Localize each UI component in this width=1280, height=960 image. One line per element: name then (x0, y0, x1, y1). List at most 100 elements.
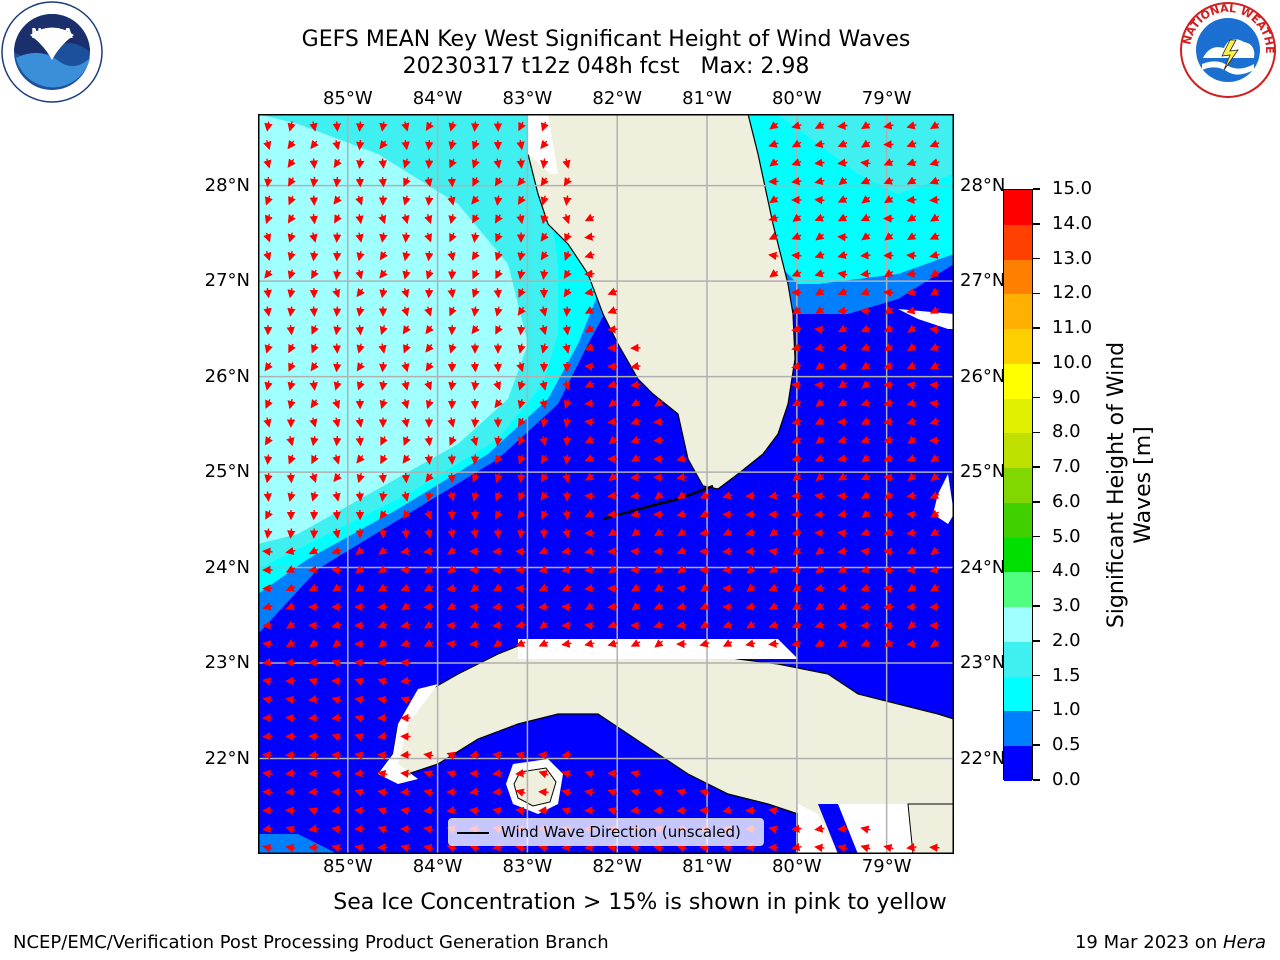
wave-direction-arrow (263, 417, 272, 428)
wave-direction-arrow (378, 213, 387, 225)
wave-direction-arrow (517, 380, 526, 391)
wave-direction-arrow (930, 639, 940, 648)
wave-direction-arrow (837, 343, 848, 352)
colorbar-tick-mark (1033, 640, 1040, 642)
wave-direction-arrow (561, 603, 572, 612)
wave-direction-arrow (402, 232, 411, 243)
wave-direction-arrow (285, 658, 296, 667)
colorbar-tick-mark (1033, 501, 1040, 503)
wave-direction-arrow (308, 750, 319, 759)
wave-direction-arrow (815, 232, 825, 241)
wave-direction-arrow (562, 435, 572, 447)
wave-direction-arrow (837, 287, 848, 296)
wave-direction-arrow (402, 509, 411, 520)
wave-direction-arrow (308, 824, 319, 833)
wave-direction-arrow (584, 213, 595, 222)
wave-direction-arrow (424, 306, 433, 317)
wave-direction-arrow (447, 417, 456, 428)
wave-direction-arrow (929, 361, 940, 370)
wave-direction-arrow (425, 491, 434, 502)
wave-direction-arrow (654, 583, 664, 592)
wave-direction-arrow (495, 269, 503, 280)
wave-direction-arrow (446, 844, 457, 853)
wave-direction-arrow (262, 621, 273, 630)
wave-direction-arrow (768, 806, 779, 816)
wave-direction-arrow (929, 399, 940, 408)
lat-tick-label: 25°N (204, 461, 250, 483)
wave-direction-arrow (539, 306, 548, 317)
wave-direction-arrow (379, 510, 388, 520)
wave-direction-arrow (287, 528, 296, 539)
wave-direction-arrow (540, 195, 549, 206)
wave-direction-arrow (907, 324, 917, 333)
wave-direction-arrow (540, 491, 549, 501)
colorbar-segment (1004, 398, 1032, 434)
wave-direction-arrow (492, 583, 503, 592)
wave-direction-arrow (929, 195, 940, 204)
wave-direction-arrow (884, 491, 894, 500)
wave-direction-arrow (447, 565, 457, 574)
wave-direction-arrow (768, 139, 779, 148)
wave-direction-arrow (287, 121, 296, 132)
wave-direction-arrow (471, 121, 480, 132)
wave-direction-arrow (699, 602, 710, 610)
wave-direction-arrow (630, 806, 641, 815)
colorbar-tick-mark (1033, 362, 1040, 364)
wave-direction-arrow (262, 602, 273, 611)
wave-direction-arrow (814, 843, 825, 852)
wave-direction-arrow (355, 195, 364, 206)
wave-direction-arrow (861, 454, 871, 463)
wave-direction-arrow (814, 250, 825, 259)
wave-direction-arrow (607, 380, 618, 389)
wave-direction-arrow (791, 824, 802, 833)
wave-direction-arrow (402, 269, 411, 280)
wave-direction-arrow (311, 269, 319, 280)
wave-direction-arrow (332, 139, 341, 151)
wave-direction-arrow (401, 214, 410, 225)
wave-direction-arrow (287, 380, 296, 391)
wave-direction-arrow (860, 269, 871, 278)
lon-tick-label: 79°W (861, 856, 912, 877)
wave-direction-arrow (860, 825, 871, 834)
wave-direction-arrow (331, 676, 342, 686)
wave-direction-arrow (356, 121, 365, 132)
wave-direction-arrow (814, 121, 825, 129)
colorbar-tick-mark (1033, 570, 1040, 573)
wave-direction-arrow (355, 176, 365, 188)
lon-tick-label: 85°W (322, 856, 373, 877)
wave-direction-arrow (423, 806, 434, 815)
wave-direction-arrow (354, 677, 365, 686)
wave-direction-arrow (884, 269, 894, 278)
chart-subtitle-run-info: 20230317 t12z 048h fcst Max: 2.98 (402, 54, 810, 79)
wave-direction-arrow (906, 269, 917, 278)
wave-direction-arrow (930, 121, 940, 130)
wave-direction-arrow (517, 269, 526, 280)
wave-direction-arrow (929, 843, 940, 852)
wave-direction-arrow (791, 232, 802, 240)
wave-direction-arrow (355, 232, 364, 243)
wave-direction-arrow (607, 325, 618, 334)
wave-direction-arrow (791, 639, 802, 648)
wave-direction-arrow (814, 639, 825, 647)
wave-direction-arrow (308, 787, 319, 797)
wave-direction-arrow (814, 176, 825, 186)
wave-direction-arrow (837, 472, 848, 481)
wave-direction-arrow (906, 565, 917, 574)
lon-tick-label: 81°W (682, 856, 732, 877)
wave-direction-arrow (378, 639, 388, 648)
wave-direction-arrow (722, 491, 733, 500)
lat-tick-label: 28°N (960, 174, 1006, 196)
wave-direction-arrow (837, 306, 848, 316)
colorbar-tick-label: 9.0 (1052, 386, 1081, 408)
wave-direction-arrow (906, 381, 917, 390)
wave-direction-arrow (518, 491, 526, 502)
wave-direction-arrow (884, 343, 894, 352)
wave-direction-arrow (883, 435, 894, 445)
colorbar-tick-mark (1033, 605, 1040, 607)
wave-direction-arrow (493, 528, 503, 539)
wave-direction-arrow (722, 620, 733, 629)
wave-direction-arrow (515, 806, 526, 816)
wave-direction-arrow (722, 639, 733, 647)
wave-direction-arrow (930, 213, 940, 222)
wave-direction-arrow (722, 565, 733, 574)
